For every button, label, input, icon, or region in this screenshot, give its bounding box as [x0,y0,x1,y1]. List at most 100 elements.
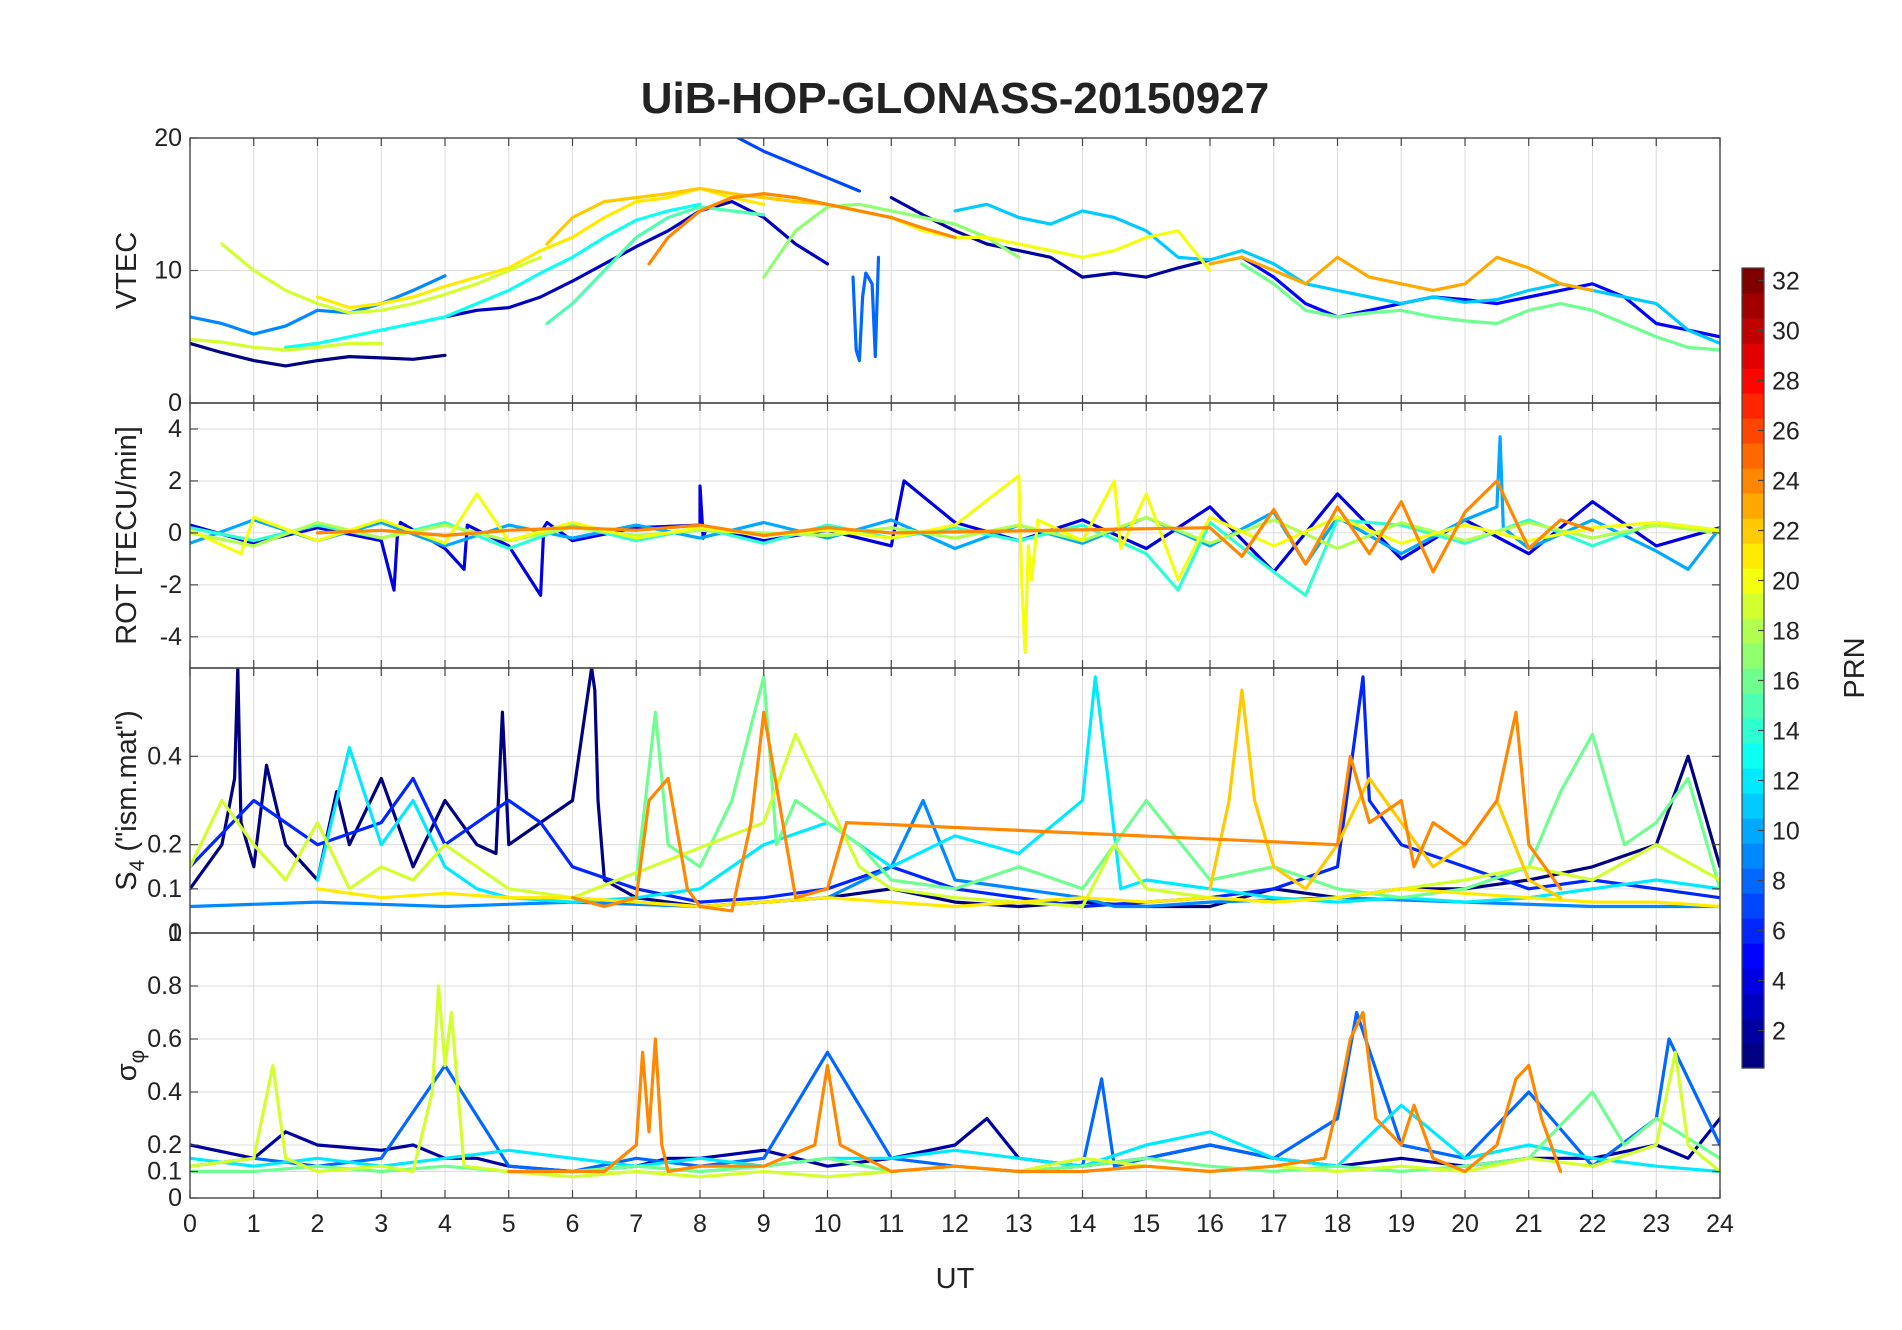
y-tick-label: 0.1 [147,1158,182,1186]
series-line-prn-2 [889,196,1212,279]
y-tick-label: 2 [168,467,182,495]
colorbar-tick-label: 20 [1772,568,1800,596]
x-tick-label: 15 [1132,1210,1160,1238]
colorbar-segment [1742,618,1764,644]
series-group [190,668,1720,913]
series-line-prn-24 [315,479,1595,574]
grid [189,932,1721,1199]
x-tick-label: 2 [311,1210,325,1238]
colorbar-segment [1742,1018,1764,1044]
x-tick-label: 9 [757,1210,771,1238]
x-axis-label: UT [936,1263,975,1295]
colorbar-tick-label: 18 [1772,618,1800,646]
series-line-prn-24 [507,1010,1563,1174]
series-line-prn-23 [1208,255,1595,292]
series-line-prn-8 [851,255,881,363]
series-line-prn-12 [190,1103,1720,1174]
colorbar-segment [1742,643,1764,669]
series-line-prn-19 [190,732,1720,909]
colorbar-segment [1742,368,1764,394]
series-line-prn-17 [762,202,1021,279]
y-tick-label: 0 [168,1184,182,1212]
colorbar-tick-label: 24 [1772,468,1800,496]
x-tick-label: 11 [878,1210,904,1238]
colorbar-segment [1742,968,1764,994]
series-line-prn-19 [190,337,383,352]
x-tick-label: 20 [1451,1210,1479,1238]
y-tick-label: 0.1 [147,875,182,903]
x-tick-label: 22 [1579,1210,1607,1238]
colorbar-segment [1742,593,1764,619]
colorbar-frame [1741,267,1765,1069]
colorbar-tick-label: 8 [1772,868,1786,896]
series-line-prn-16 [634,675,1720,900]
series-line-prn-22 [1208,688,1563,900]
colorbar-segment [1742,718,1764,744]
colorbar-tick-label: 10 [1772,818,1800,846]
x-tick-label: 23 [1642,1210,1670,1238]
colorbar-segment [1742,793,1764,819]
colorbar-segment [1742,868,1764,894]
x-tick-label: 3 [374,1210,388,1238]
x-tick-label: 16 [1196,1210,1224,1238]
colorbar-segment [1742,893,1764,919]
colorbar-segment [1742,668,1764,694]
series-line-prn-19 [190,984,1720,1179]
series-group [190,984,1720,1179]
grid [189,668,1721,934]
colorbar-tick-label: 26 [1772,418,1800,446]
colorbar-segment [1742,1043,1764,1069]
colorbar-segment [1742,518,1764,544]
y-tick-label: 0.4 [147,742,182,770]
colorbar-tick-label: 16 [1772,668,1800,696]
series-line-prn-22 [545,186,893,246]
x-tick-label: 5 [502,1210,516,1238]
x-tick-label: 17 [1260,1210,1288,1238]
y-axis-label: σφ [111,1050,149,1082]
series-line-prn-15 [545,205,766,326]
y-tick-label: -4 [160,623,182,651]
colorbar-segment [1742,443,1764,469]
colorbar-tick-label: 22 [1772,518,1800,546]
y-tick-label: 1 [168,919,182,947]
x-tick-label: 10 [814,1210,842,1238]
y-axis-label: ROT [TECU/min] [111,426,143,645]
colorbar-tick-label: 32 [1772,268,1800,296]
panel-rot: -4 -2 0 2 4 ROT [TECU/min] [111,402,1721,669]
colorbar-segment [1742,568,1764,594]
colorbar-tick-label: 6 [1772,918,1786,946]
series-line-prn-20 [190,474,1720,655]
colorbar-segment [1742,418,1764,444]
y-axis-label: S4 ("ism.mat") [111,710,149,891]
colorbar-segment [1742,543,1764,569]
grid [189,403,1721,668]
series-line-prn-16 [1240,262,1720,352]
series-group [190,138,1720,368]
series-line-prn-18 [190,515,1720,551]
series-group [190,435,1720,655]
colorbar-tick-label: 4 [1772,968,1786,996]
series-line-prn-24 [647,192,957,266]
y-tick-label: 0 [168,519,182,547]
colorbar-segment [1742,493,1764,519]
colorbar-tick-label: 30 [1772,318,1800,346]
panel-vtec: 0 10 20 VTEC [111,124,1721,417]
series-line-prn-24 [570,710,1563,913]
colorbar-tick-label: 12 [1772,768,1800,796]
colorbar-label: PRN [1839,637,1871,698]
colorbar-tick-label: 2 [1772,1018,1786,1046]
x-tick-label: 21 [1515,1210,1543,1238]
colorbar-segment [1742,918,1764,944]
x-tick-label: 24 [1706,1210,1734,1238]
chart-title: UiB-HOP-GLONASS-20150927 [641,74,1269,123]
colorbar-segment [1742,743,1764,769]
x-tick-label: 0 [183,1210,197,1238]
panel-s4: 0 0.1 0.2 0.4S4 ("ism.mat") [111,667,1721,947]
y-tick-label: 0 [168,389,182,417]
colorbar-segment [1742,293,1764,319]
x-tick-label: 6 [566,1210,580,1238]
x-tick-label: 7 [629,1210,643,1238]
y-tick-label: 0 [168,919,182,947]
colorbar-tick-label: 28 [1772,368,1800,396]
